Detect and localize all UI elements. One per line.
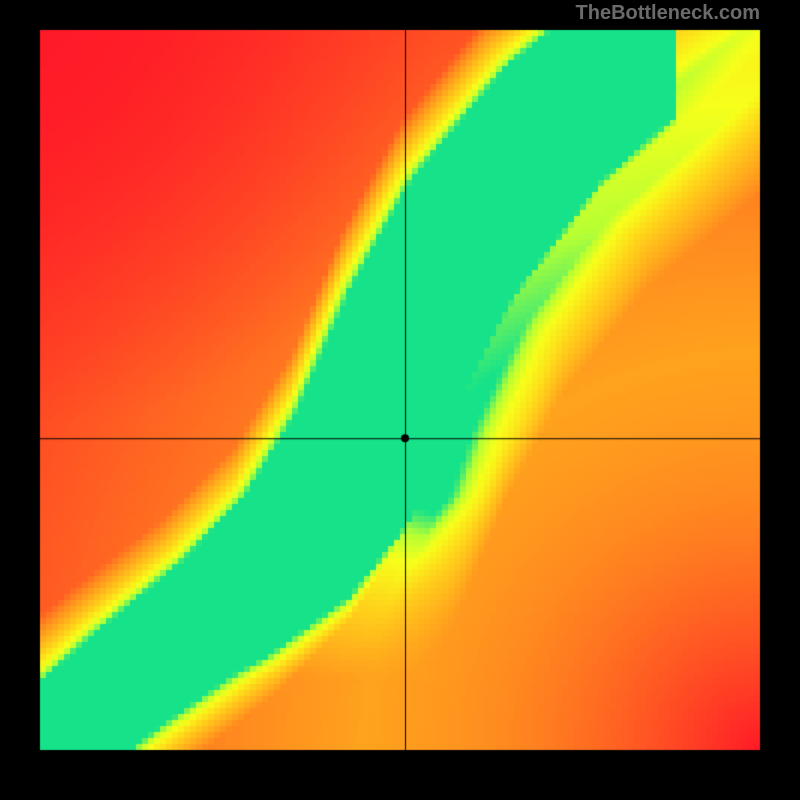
attribution-label: TheBottleneck.com bbox=[576, 2, 760, 25]
bottleneck-heatmap bbox=[0, 0, 800, 800]
